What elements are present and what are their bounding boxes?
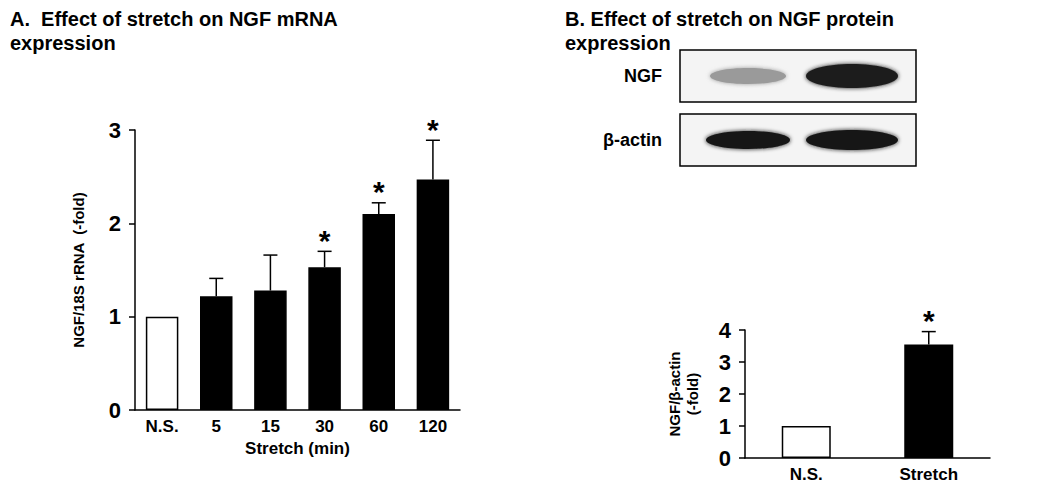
- svg-text:3: 3: [109, 118, 121, 143]
- svg-text:1: 1: [719, 414, 731, 439]
- svg-text:0: 0: [109, 398, 121, 423]
- svg-text:2: 2: [109, 211, 121, 236]
- svg-text:30: 30: [315, 417, 334, 436]
- svg-text:*: *: [923, 304, 935, 337]
- svg-text:*: *: [319, 224, 331, 257]
- svg-text:β-actin: β-actin: [603, 130, 662, 150]
- svg-text:Stretch (min): Stretch (min): [245, 439, 350, 458]
- svg-text:*: *: [373, 175, 385, 208]
- svg-text:expression: expression: [565, 32, 671, 54]
- svg-text:NGF: NGF: [624, 66, 662, 86]
- svg-text:0: 0: [719, 446, 731, 471]
- svg-text:Stretch: Stretch: [899, 465, 958, 484]
- svg-text:(-fold): (-fold): [684, 373, 701, 415]
- svg-text:4: 4: [719, 318, 732, 343]
- svg-text:expression: expression: [10, 32, 116, 54]
- svg-text:*: *: [427, 113, 439, 146]
- svg-text:NGF/β-actin: NGF/β-actin: [666, 352, 683, 437]
- svg-text:15: 15: [261, 417, 280, 436]
- svg-text:NGF/18S rRNA (-fold): NGF/18S rRNA (-fold): [70, 192, 87, 347]
- svg-text:2: 2: [719, 382, 731, 407]
- svg-text:A. Effect of stretch on NGF m: A. Effect of stretch on NGF mRNA: [10, 8, 338, 30]
- svg-text:1: 1: [109, 304, 121, 329]
- svg-text:N.S.: N.S.: [790, 465, 823, 484]
- svg-text:60: 60: [369, 417, 388, 436]
- svg-text:120: 120: [419, 417, 447, 436]
- svg-text:B. Effect of stretch on NGF pr: B. Effect of stretch on NGF protein: [565, 8, 894, 30]
- svg-text:3: 3: [719, 350, 731, 375]
- svg-text:N.S.: N.S.: [146, 417, 179, 436]
- svg-text:5: 5: [212, 417, 221, 436]
